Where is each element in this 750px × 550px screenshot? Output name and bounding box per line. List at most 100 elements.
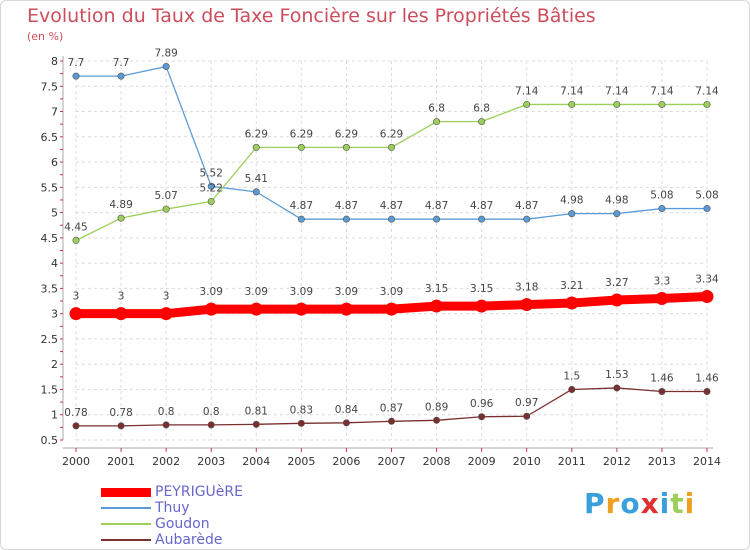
data-label: 0.78 — [64, 407, 87, 419]
y-tick-label: 7 — [51, 106, 58, 119]
legend-item: Thuy — [101, 500, 301, 516]
data-point — [117, 214, 125, 222]
data-point — [387, 143, 395, 151]
chart-title: Evolution du Taux de Taxe Foncière sur l… — [27, 5, 596, 27]
data-point — [478, 413, 486, 421]
data-point — [207, 421, 215, 429]
data-point — [520, 298, 534, 312]
x-tick-label: 2000 — [62, 455, 90, 468]
data-label: 3.09 — [290, 286, 313, 298]
data-point — [658, 387, 666, 395]
y-tick-label: 1 — [51, 409, 58, 422]
data-point — [387, 215, 395, 223]
data-label: 6.29 — [290, 128, 313, 140]
data-label: 0.8 — [158, 406, 175, 418]
data-label: 7.14 — [650, 85, 674, 97]
data-label: 3 — [73, 291, 80, 303]
legend-swatch — [101, 539, 151, 541]
x-tick-label: 2002 — [152, 455, 180, 468]
data-point — [339, 302, 353, 316]
brand-letter: i — [659, 487, 671, 520]
brand-letter: i — [684, 487, 696, 520]
data-point — [72, 236, 80, 244]
data-point — [523, 412, 531, 420]
legend-swatch — [101, 507, 151, 509]
y-tick-label: 6.5 — [41, 131, 59, 144]
data-point — [249, 302, 263, 316]
x-tick-label: 2013 — [648, 455, 676, 468]
data-point — [433, 416, 441, 424]
data-point — [433, 215, 441, 223]
data-label: 3.15 — [470, 283, 493, 295]
data-label: 3.09 — [200, 286, 223, 298]
data-point — [162, 205, 170, 213]
label-layer: 3 3 3 3.09 3.09 3.09 3.09 3.09 3.15 3.15 3.18 3.21 3… — [64, 48, 719, 419]
data-point — [613, 210, 621, 218]
y-tick-label: 3 — [51, 308, 58, 321]
data-point — [204, 302, 218, 316]
data-label: 3.15 — [425, 283, 448, 295]
series-layer — [69, 63, 714, 430]
data-point — [387, 417, 395, 425]
data-label: 4.87 — [380, 200, 403, 212]
x-tick-label: 2004 — [242, 455, 270, 468]
data-point — [252, 143, 260, 151]
y-tick-label: 2 — [51, 358, 58, 371]
x-tick-label: 2003 — [197, 455, 225, 468]
x-tick-label: 2001 — [107, 455, 135, 468]
data-point — [252, 188, 260, 196]
data-point — [342, 419, 350, 427]
data-label: 4.87 — [290, 200, 313, 212]
data-label: 0.97 — [515, 397, 538, 409]
x-tick-label: 2014 — [693, 455, 721, 468]
data-label: 3.21 — [560, 280, 583, 292]
data-label: 4.87 — [515, 200, 538, 212]
data-point — [117, 422, 125, 430]
y-tick-label: 2.5 — [41, 333, 59, 346]
legend-label: PEYRIGUèRE — [155, 484, 243, 500]
data-point — [703, 100, 711, 108]
legend-swatch — [101, 523, 151, 525]
data-point — [658, 205, 666, 213]
data-label: 3.09 — [245, 286, 268, 298]
y-tick-label: 4 — [51, 257, 58, 270]
chart-subtitle: (en %) — [27, 30, 64, 43]
data-point — [565, 296, 579, 310]
data-label: 0.96 — [470, 398, 494, 410]
y-tick-label: 4.5 — [41, 232, 59, 245]
data-point — [475, 299, 489, 313]
data-point — [523, 100, 531, 108]
data-point — [114, 307, 128, 321]
data-label: 1.53 — [605, 369, 628, 381]
data-label: 3.27 — [605, 277, 628, 289]
legend-item: Aubarède — [101, 532, 301, 548]
x-tick-label: 2009 — [468, 455, 496, 468]
legend-item: Goudon — [101, 516, 301, 532]
data-point — [568, 100, 576, 108]
data-label: 1.46 — [695, 372, 719, 384]
data-label: 3.09 — [335, 286, 358, 298]
legend-label: Thuy — [155, 500, 190, 516]
data-point — [568, 210, 576, 218]
data-label: 5.41 — [245, 173, 268, 185]
x-tick-label: 2010 — [513, 455, 541, 468]
data-label: 5.52 — [200, 167, 223, 179]
data-label: 7.89 — [154, 48, 177, 60]
data-label: 4.87 — [335, 200, 358, 212]
legend-item: PEYRIGUèRE — [101, 484, 301, 500]
data-label: 6.8 — [428, 103, 445, 115]
data-point — [207, 197, 215, 205]
data-point — [568, 385, 576, 393]
y-tick-label: 1.5 — [41, 383, 59, 396]
x-tick-label: 2006 — [332, 455, 360, 468]
data-label: 4.98 — [605, 195, 628, 207]
data-point — [703, 205, 711, 213]
brand-logo: Proxiti — [584, 487, 695, 520]
data-point — [523, 215, 531, 223]
data-label: 0.89 — [425, 401, 448, 413]
data-point — [610, 293, 624, 307]
data-label: 4.45 — [64, 221, 87, 233]
x-tick-label: 2012 — [603, 455, 631, 468]
